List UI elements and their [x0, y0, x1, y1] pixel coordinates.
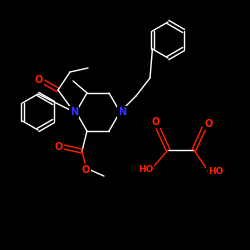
Text: O: O — [55, 142, 63, 152]
Text: H: H — [138, 166, 144, 174]
Text: HO: HO — [208, 166, 224, 175]
Text: N: N — [118, 107, 126, 117]
Text: O: O — [143, 165, 151, 175]
Text: O: O — [205, 119, 213, 129]
Text: O: O — [82, 165, 90, 175]
Text: H: H — [214, 168, 220, 176]
Text: N: N — [70, 107, 78, 117]
Text: O: O — [207, 167, 215, 177]
Text: HO: HO — [138, 164, 154, 173]
Text: O: O — [152, 117, 160, 127]
Text: O: O — [35, 75, 43, 85]
